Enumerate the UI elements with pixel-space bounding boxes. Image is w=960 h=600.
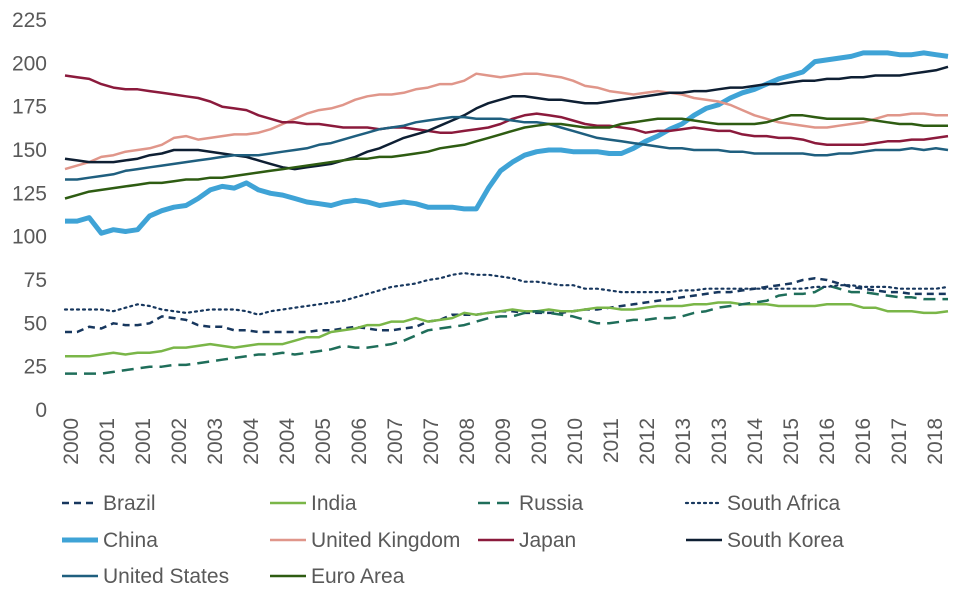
y-tick-label: 175: [12, 96, 47, 119]
x-tick-label: 2013: [672, 418, 695, 465]
series-line-south-africa: [63, 272, 950, 316]
x-tick-label: 2007: [420, 418, 443, 465]
x-tick-label: 2016: [816, 418, 839, 465]
legend-item: China: [62, 529, 158, 552]
y-tick-label: 50: [24, 312, 47, 335]
x-axis: 2000 2001 2001 2002 2003 2004 2004 2005 2006 2007…: [60, 418, 947, 465]
x-tick-label: 2010: [528, 418, 551, 465]
legend-label: Russia: [519, 492, 584, 515]
legend-item: South Africa: [684, 492, 841, 515]
series-layer: [63, 50, 950, 375]
x-tick-label: 2002: [168, 418, 191, 465]
x-tick-label: 2008: [456, 418, 479, 465]
legend-item: United States: [62, 565, 229, 588]
legend-label: Euro Area: [311, 565, 405, 588]
series-line-china: [65, 50, 949, 236]
y-tick-label: 75: [24, 269, 47, 292]
legend-item: Russia: [478, 492, 584, 515]
x-tick-label: 2018: [924, 418, 947, 465]
legend-label: South Africa: [727, 492, 841, 515]
x-tick-label: 2007: [384, 418, 407, 465]
x-tick-label: 2005: [312, 418, 335, 465]
legend: Brazil India Russia South Africa China United…: [62, 492, 844, 588]
legend-label: United States: [103, 565, 229, 588]
y-axis: 0 25 50 75 100 125 150 175 200 225: [12, 9, 47, 422]
y-tick-label: 100: [12, 226, 47, 249]
legend-item: India: [270, 492, 357, 515]
x-tick-label: 2009: [492, 418, 515, 465]
x-tick-label: 2013: [708, 418, 731, 465]
x-tick-label: 2011: [600, 418, 623, 463]
x-tick-label: 2014: [744, 418, 767, 465]
y-tick-label: 225: [12, 9, 47, 32]
series-line-united-states: [65, 115, 949, 181]
x-tick-label: 2006: [348, 418, 371, 465]
legend-item: South Korea: [686, 529, 844, 552]
x-tick-label: 2004: [240, 418, 263, 465]
series-line-japan: [64, 74, 949, 147]
x-tick-label: 2012: [636, 418, 659, 465]
y-tick-label: 25: [24, 356, 47, 379]
legend-label: China: [103, 529, 158, 552]
series-line-united-kingdom: [64, 72, 948, 171]
legend-item: Japan: [478, 529, 576, 552]
legend-label: Japan: [519, 529, 576, 552]
series-line-russia: [65, 283, 948, 375]
y-tick-label: 0: [35, 399, 47, 422]
x-tick-label: 2001: [96, 418, 119, 465]
legend-label: India: [311, 492, 357, 515]
y-tick-label: 200: [12, 52, 47, 75]
series-line-euro-area: [64, 114, 948, 200]
legend-label: United Kingdom: [311, 529, 460, 552]
x-tick-label: 2016: [852, 418, 875, 465]
series-line-india: [65, 301, 949, 358]
legend-label: Brazil: [103, 492, 156, 515]
legend-item: Brazil: [62, 492, 156, 515]
series-line-brazil: [65, 277, 948, 334]
legend-item: United Kingdom: [270, 529, 460, 552]
x-tick-label: 2015: [780, 418, 803, 465]
x-tick-label: 2010: [564, 418, 587, 465]
legend-label: South Korea: [727, 529, 844, 552]
legend-item: Euro Area: [270, 565, 405, 588]
series-line-south-korea: [64, 65, 949, 171]
x-tick-label: 2004: [276, 418, 299, 465]
y-tick-label: 125: [12, 182, 47, 205]
x-tick-label: 2001: [132, 418, 155, 465]
x-tick-label: 2000: [60, 418, 83, 465]
x-tick-label: 2003: [204, 418, 227, 465]
y-tick-label: 150: [12, 139, 47, 162]
x-tick-label: 2017: [888, 418, 911, 465]
